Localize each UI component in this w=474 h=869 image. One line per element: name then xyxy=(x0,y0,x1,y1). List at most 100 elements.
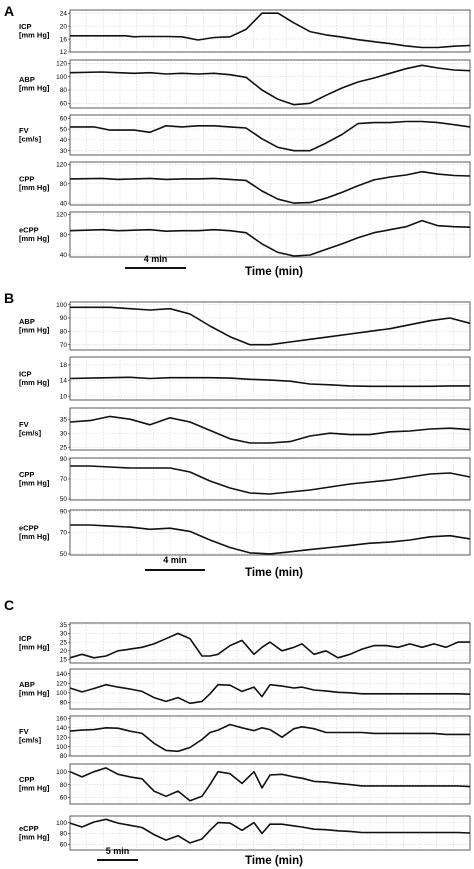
series-line-ecpp xyxy=(69,818,471,844)
time-axis-label: Time (min) xyxy=(245,567,303,579)
y-tick-label: 160 xyxy=(56,716,67,723)
trace-label-unit: [mm Hg] xyxy=(19,84,50,93)
y-tick-label: 20 xyxy=(60,23,68,30)
y-tick-label: 60 xyxy=(60,795,68,802)
series-line-cpp xyxy=(69,170,471,204)
y-tick-label: 18 xyxy=(60,362,68,369)
y-tick-label: 100 xyxy=(56,769,67,776)
plot-frame xyxy=(69,715,471,757)
trace-B-ecpp: 50 70 90 eCPP[mm Hg] xyxy=(19,508,471,558)
y-tick-label: 35 xyxy=(60,416,68,423)
trace-label-name: eCPP xyxy=(19,524,39,533)
y-tick-label: 70 xyxy=(60,342,68,349)
trace-label-unit: [mm Hg] xyxy=(19,689,50,698)
y-tick-label: 30 xyxy=(60,430,68,437)
series-line-ecpp xyxy=(70,524,471,555)
y-tick-label: 120 xyxy=(56,162,67,169)
trace-label-name: ABP xyxy=(19,317,35,326)
trace-label-name: CPP xyxy=(19,470,34,479)
y-tick-label: 15 xyxy=(60,657,68,664)
y-tick-label: 80 xyxy=(60,700,68,707)
trace-B-fv: 25 30 35 FV[cm/s] xyxy=(19,407,471,451)
y-tick-label: 90 xyxy=(60,508,68,515)
panel-A: A 4 min Time (min) xyxy=(4,3,303,278)
series-line-fv xyxy=(70,120,471,152)
y-tick-label: 40 xyxy=(60,252,68,259)
y-tick-label: 90 xyxy=(60,315,68,322)
y-tick-label: 50 xyxy=(60,496,68,503)
trace-label-name: ABP xyxy=(19,75,35,84)
trace-label-unit: [cm/s] xyxy=(19,135,42,144)
y-tick-label: 35 xyxy=(60,622,68,629)
trace-label-name: ICP xyxy=(19,22,32,31)
trace-B-cpp: 50 70 90 CPP[mm Hg] xyxy=(19,456,471,503)
panel-letter: C xyxy=(4,597,14,613)
trace-label-name: ICP xyxy=(19,634,32,643)
y-tick-label: 80 xyxy=(60,831,68,838)
y-tick-label: 60 xyxy=(60,842,68,849)
y-tick-label: 140 xyxy=(56,725,67,732)
trace-label-name: FV xyxy=(19,420,29,429)
plot-frame xyxy=(69,9,471,53)
series-line-icp xyxy=(69,632,470,659)
y-tick-label: 30 xyxy=(60,148,68,155)
trace-label-unit: [mm Hg] xyxy=(19,31,50,40)
y-tick-label: 70 xyxy=(60,476,68,483)
trace-label-name: eCPP xyxy=(19,226,39,235)
series-line-fv xyxy=(69,415,471,444)
y-tick-label: 30 xyxy=(60,631,68,638)
plot-frame xyxy=(69,114,471,156)
trace-label-unit: [mm Hg] xyxy=(19,833,50,842)
trace-label-name: FV xyxy=(19,126,29,135)
trace-label-unit: [mm Hg] xyxy=(19,643,50,652)
trace-label-unit: [mm Hg] xyxy=(19,784,50,793)
trace-label-unit: [mm Hg] xyxy=(19,532,50,541)
plot-frame xyxy=(69,301,471,351)
y-tick-label: 80 xyxy=(60,181,68,188)
y-tick-label: 80 xyxy=(60,232,68,239)
series-line-abp xyxy=(69,64,471,106)
trace-A-abp: 60 80 100 120 ABP[mm Hg] xyxy=(19,59,471,109)
y-tick-label: 80 xyxy=(60,782,68,789)
y-tick-label: 50 xyxy=(60,126,68,133)
series-line-cpp xyxy=(70,465,471,495)
y-tick-label: 120 xyxy=(56,734,67,741)
trace-label-unit: [cm/s] xyxy=(19,429,42,438)
y-tick-label: 100 xyxy=(56,820,67,827)
y-tick-label: 120 xyxy=(56,61,67,68)
y-tick-label: 20 xyxy=(60,648,68,655)
y-tick-label: 100 xyxy=(56,690,67,697)
series-line-abp xyxy=(69,683,471,705)
y-tick-label: 120 xyxy=(56,212,67,219)
trace-label-unit: [mm Hg] xyxy=(19,326,50,335)
trace-A-fv: 30 40 50 60 FV[cm/s] xyxy=(19,114,471,156)
y-tick-label: 10 xyxy=(60,393,68,400)
scale-bar-label: 5 min xyxy=(106,846,130,856)
plot-frame xyxy=(69,668,471,710)
time-axis-label: Time (min) xyxy=(245,855,303,867)
trace-label-unit: [cm/s] xyxy=(19,736,42,745)
scale-bar-label: 4 min xyxy=(163,555,187,565)
trace-label-unit: [mm Hg] xyxy=(19,378,50,387)
y-tick-label: 60 xyxy=(60,101,68,108)
trace-A-ecpp: 40 80 120 eCPP[mm Hg] xyxy=(19,211,471,259)
trace-label-unit: [mm Hg] xyxy=(19,479,50,488)
y-tick-label: 120 xyxy=(56,680,67,687)
panel-B: B 4 min Time (min) xyxy=(4,290,303,579)
trace-label-name: CPP xyxy=(19,175,34,184)
y-tick-label: 100 xyxy=(56,74,67,81)
series-line-abp xyxy=(70,306,471,346)
y-tick-label: 60 xyxy=(60,115,68,122)
trace-A-icp: 12 16 20 24 ICP[mm Hg] xyxy=(19,9,471,56)
y-tick-label: 16 xyxy=(60,36,68,43)
y-tick-label: 100 xyxy=(56,744,67,751)
y-tick-label: 100 xyxy=(56,302,67,309)
scale-bar-label: 4 min xyxy=(144,254,168,264)
plot-frame xyxy=(69,622,471,664)
y-tick-label: 12 xyxy=(60,49,68,56)
y-tick-label: 80 xyxy=(60,87,68,94)
y-tick-label: 40 xyxy=(60,137,68,144)
y-tick-label: 90 xyxy=(60,456,68,463)
